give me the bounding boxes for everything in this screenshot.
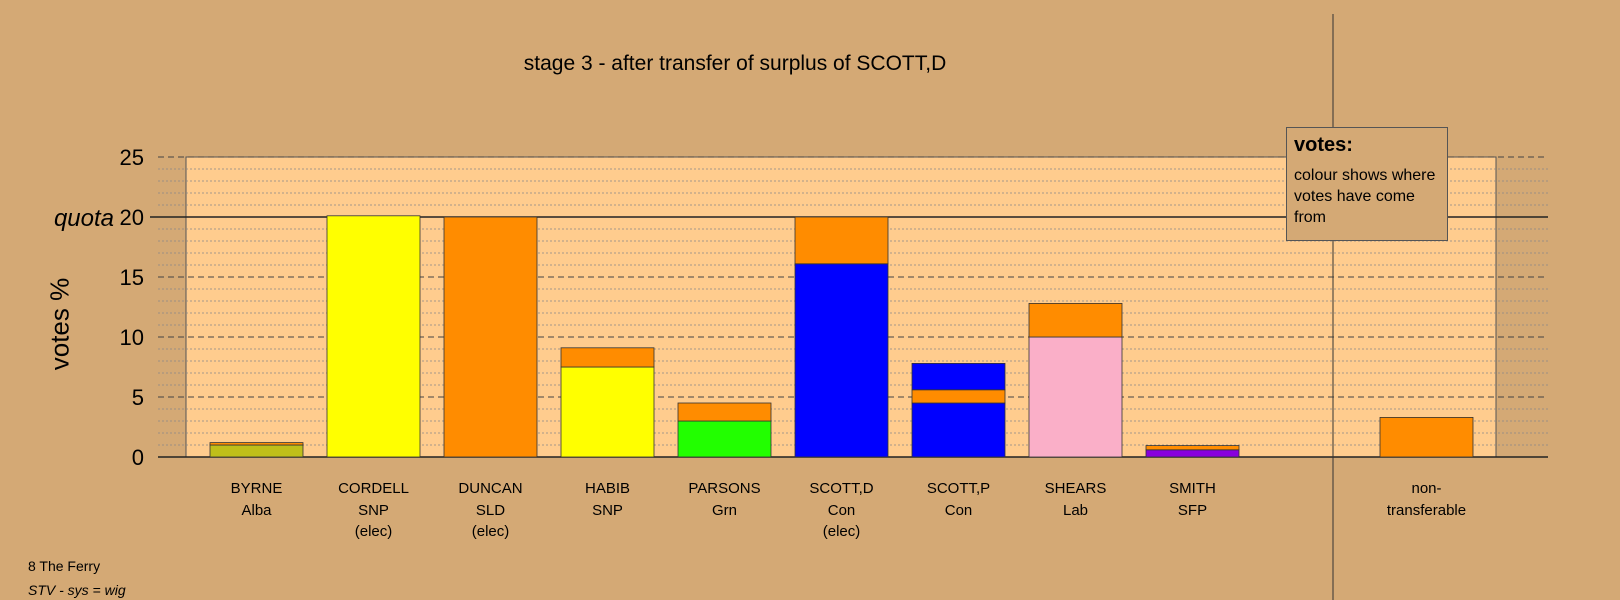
x-labels: BYRNE Alba CORDELL SNP (elec) DUNCAN SLD (elec)… (231, 480, 1466, 540)
bar-segment (1028, 336, 1123, 458)
y-tick-label: 15 (120, 265, 144, 290)
bar-segment (443, 216, 538, 458)
y-tick-label: 0 (132, 445, 144, 470)
legend-text: colour shows where votes have come from (1294, 167, 1436, 226)
candidate-party: Con (828, 502, 856, 519)
candidate-name: HABIB (585, 480, 630, 497)
bar-segment (1379, 416, 1474, 458)
bar-segment (1145, 449, 1240, 458)
ward-name: 8 The Ferry (28, 558, 101, 574)
bar-segment (209, 444, 304, 458)
chart-title: stage 3 - after transfer of surplus of S… (523, 52, 947, 75)
bar-segment (677, 402, 772, 422)
bar-segment (1028, 302, 1123, 338)
candidate-name: SMITH (1169, 480, 1216, 497)
candidate-party: Grn (712, 502, 737, 519)
candidate-status: (elec) (472, 523, 510, 540)
quota-label: quota (53, 205, 114, 232)
candidate-name: SCOTT,D (809, 480, 873, 497)
bar-segment (209, 442, 304, 446)
legend: votes: colour shows where votes have com… (1286, 127, 1448, 241)
candidate-party: Lab (1063, 502, 1088, 519)
candidate-name: CORDELL (338, 480, 409, 497)
candidate-party: Alba (241, 502, 272, 519)
candidate-name: DUNCAN (458, 480, 522, 497)
bar-segment (911, 389, 1006, 404)
candidate-name: BYRNE (231, 480, 283, 497)
y-axis-label: votes % (44, 277, 75, 371)
candidate-name: PARSONS (688, 480, 760, 497)
candidate-party: Con (945, 502, 973, 519)
bar-segment (794, 216, 889, 265)
bar-segment (794, 263, 889, 458)
legend-title: votes: (1294, 134, 1353, 156)
bar-segment (911, 402, 1006, 458)
nontransferable-label: transferable (1387, 502, 1466, 519)
bar-segment (560, 366, 655, 458)
y-tick-label: 25 (120, 145, 144, 170)
bar-segment (326, 215, 421, 458)
candidate-party: SFP (1178, 502, 1207, 519)
candidate-party: SNP (592, 502, 623, 519)
bar-segment (560, 347, 655, 368)
bar-segment (911, 362, 1006, 391)
bar-segment (677, 420, 772, 458)
nontransferable-label: non- (1411, 480, 1441, 497)
bars (209, 215, 1474, 458)
y-tick-label: 10 (120, 325, 144, 350)
bar-segment (1145, 445, 1240, 451)
candidate-party: SNP (358, 502, 389, 519)
y-tick-label: 20 (120, 205, 144, 230)
voting-system: STV - sys = wig (28, 582, 126, 598)
candidate-status: (elec) (355, 523, 393, 540)
y-tick-label: 5 (132, 385, 144, 410)
candidate-status: (elec) (823, 523, 861, 540)
candidate-name: SHEARS (1045, 480, 1107, 497)
candidate-name: SCOTT,P (927, 480, 990, 497)
y-axis: 0 5 10 15 20 25 (120, 145, 144, 470)
candidate-party: SLD (476, 502, 505, 519)
